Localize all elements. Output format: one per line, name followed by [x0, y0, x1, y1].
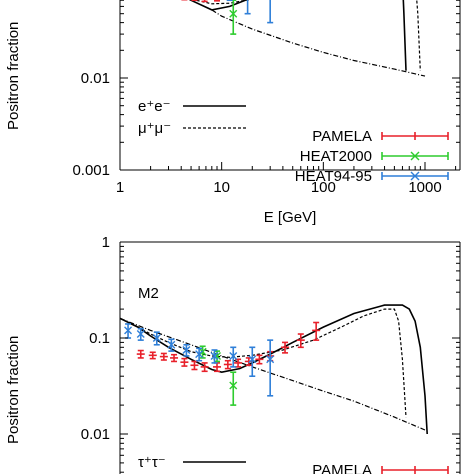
legend-line-label: τ⁺τ⁻ [138, 454, 166, 471]
y-axis-label-bottom: Positron fraction [5, 336, 22, 444]
chart-panel-top: 0.001 0.01 1 10 100 1000 E [GeV] Positron fra… [5, 0, 461, 226]
x-tick-label: 1 [116, 179, 124, 196]
x-tick-label: 100 [311, 179, 336, 196]
legend-series-marker [410, 151, 420, 161]
data-point-marker [210, 351, 219, 360]
y-tick-label: 0.1 [89, 330, 110, 347]
legend-top: e⁺e⁻ μ⁺μ⁻ PAMELA HEAT2000 HEAT94-95 [138, 98, 449, 185]
y-tick-label: 0.01 [81, 426, 110, 443]
data-point-marker [198, 347, 207, 356]
legend-series-label: PAMELA [312, 462, 372, 474]
data-point-marker [124, 326, 133, 335]
data-point-marker [248, 355, 257, 364]
legend-line-label: μ⁺μ⁻ [138, 120, 171, 137]
legend-line-label: e⁺e⁻ [138, 98, 171, 115]
data-point-marker [182, 345, 191, 354]
legend-bottom: τ⁺τ⁻ PAMELA [138, 454, 449, 474]
curve-dashdot-line [120, 317, 426, 431]
data-point-marker [167, 340, 176, 349]
curve-model-line [120, 304, 428, 435]
data-point-marker [229, 381, 238, 390]
legend-series-label: HEAT94-95 [295, 168, 372, 185]
plot-area-top [181, 0, 426, 77]
chart-panel-bottom: 1 0.1 0.01 M2 Positron fraction τ⁺τ⁻ PAMELA [5, 234, 461, 474]
curve-dashed-line [120, 308, 407, 418]
axes-frame-top [119, 0, 461, 171]
x-axis-label-top: E [GeV] [264, 209, 317, 226]
plot-area-bottom [120, 304, 428, 435]
y-tick-label: 0.001 [72, 162, 110, 179]
x-tick-label: 1000 [408, 179, 441, 196]
ticks-top: 0.001 0.01 1 10 100 1000 [72, 0, 460, 196]
y-tick-label: 1 [102, 234, 110, 251]
legend-series-label: PAMELA [312, 128, 372, 145]
ticks-bottom: 1 0.1 0.01 [81, 234, 460, 473]
panel-label-m2: M2 [138, 285, 159, 302]
data-point-marker [229, 9, 238, 18]
legend-series-label: HEAT2000 [300, 148, 372, 165]
curve-dashdot-line [211, 9, 426, 77]
data-point-marker [195, 350, 204, 359]
data-point-marker [229, 351, 238, 360]
x-tick-label: 10 [213, 179, 230, 196]
legend-series-marker [410, 171, 420, 181]
data-point-marker [136, 330, 145, 339]
y-tick-label: 0.01 [81, 70, 110, 87]
data-point-marker [152, 334, 161, 342]
y-axis-label-top: Positron fraction [5, 22, 22, 130]
data-point-marker [266, 355, 275, 364]
